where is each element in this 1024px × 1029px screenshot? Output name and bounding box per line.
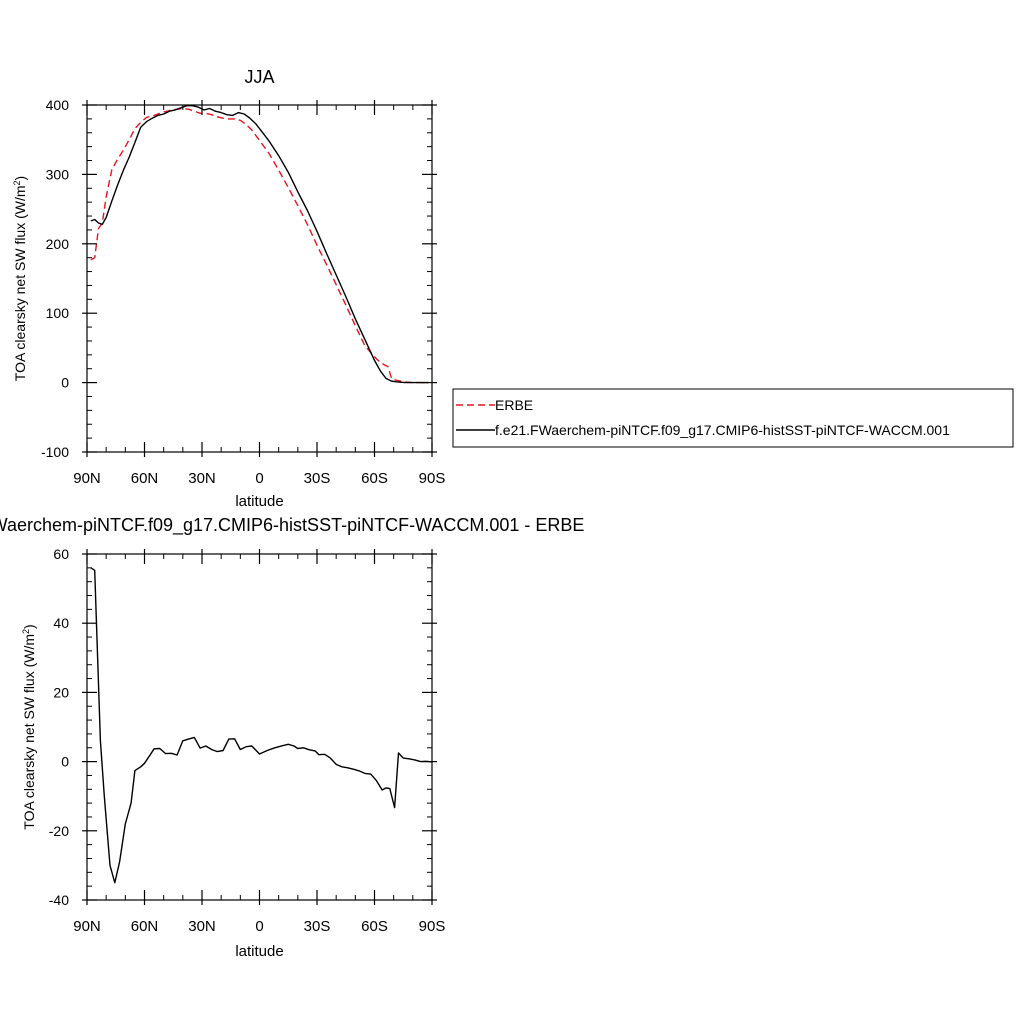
top-x-tick-label: 30N: [188, 470, 216, 487]
bottom-x-tick-labels: 90N 60N 30N 0 30S 60S 90S: [73, 918, 445, 935]
legend-label-erbe: ERBE: [495, 397, 533, 413]
top-y-tick-label: 200: [46, 236, 70, 252]
bottom-y-axis-label: TOA clearsky net SW flux (W/m2): [21, 624, 37, 829]
top-x-tick-label: 90S: [419, 470, 446, 487]
bottom-x-axis-label: latitude: [235, 943, 283, 960]
bottom-x-tick-label: 90N: [73, 918, 101, 935]
top-x-tick-labels: 90N 60N 30N 0 30S 60S 90S: [73, 470, 445, 487]
bottom-y-axis-label-superscript: 2: [21, 629, 31, 634]
top-x-tick-label: 60S: [361, 470, 388, 487]
bottom-x-tick-label: 60S: [361, 918, 388, 935]
bottom-y-tick-labels: -40 -20 0 20 40 60: [49, 546, 69, 908]
top-y-tick-labels: -100 0 100 200 300 400: [41, 97, 69, 460]
top-y-tick-label: 300: [46, 166, 70, 182]
top-y-axis-label: TOA clearsky net SW flux (W/m2): [12, 176, 28, 381]
bottom-series-group: [90, 567, 432, 884]
top-chart-title: JJA: [244, 67, 274, 87]
bottom-axis-ticks: [82, 549, 437, 905]
top-x-tick-label: 30S: [304, 470, 331, 487]
legend: ERBE f.e21.FWaerchem-piNTCF.f09_g17.CMIP…: [452, 388, 1014, 448]
top-y-tick-label: 100: [46, 305, 70, 321]
top-x-tick-label: 90N: [73, 470, 101, 487]
top-y-tick-label: -100: [41, 444, 69, 460]
bottom-panel: f.e21.FWaerchem-piNTCF.f09_g17.CMIP6-his…: [0, 515, 584, 960]
top-axis-ticks: [82, 100, 437, 457]
bottom-y-tick-label: -40: [49, 892, 69, 908]
bottom-x-tick-label: 0: [255, 918, 263, 935]
top-plot-frame: [86, 104, 433, 453]
bottom-x-tick-label: 60N: [131, 918, 159, 935]
top-series-line-erbe: [90, 107, 429, 384]
bottom-y-tick-label: -20: [49, 823, 69, 839]
top-x-tick-label: 0: [255, 470, 263, 487]
bottom-x-tick-label: 30N: [188, 918, 216, 935]
bottom-x-tick-label: 90S: [419, 918, 446, 935]
bottom-y-axis-label-text: TOA clearsky net SW flux (W/m: [21, 634, 37, 830]
top-series-group: [90, 105, 429, 384]
top-y-tick-label: 0: [61, 375, 69, 391]
top-x-axis-label: latitude: [235, 493, 283, 510]
bottom-series-line-difference: [90, 567, 432, 884]
bottom-y-tick-label: 20: [53, 684, 69, 700]
legend-box: [452, 388, 1014, 448]
top-series-line-model: [90, 105, 429, 384]
bottom-y-tick-label: 60: [53, 546, 69, 562]
top-y-tick-label: 400: [46, 97, 70, 113]
top-y-axis-label-superscript: 2: [12, 180, 22, 185]
top-x-tick-label: 60N: [131, 470, 159, 487]
bottom-chart-title: f.e21.FWaerchem-piNTCF.f09_g17.CMIP6-his…: [0, 515, 584, 536]
bottom-x-tick-label: 30S: [304, 918, 331, 935]
bottom-y-tick-label: 0: [61, 754, 69, 770]
bottom-y-axis-label-close: ): [21, 624, 37, 629]
top-y-axis-label-text: TOA clearsky net SW flux (W/m: [12, 185, 28, 381]
legend-label-model: f.e21.FWaerchem-piNTCF.f09_g17.CMIP6-his…: [495, 422, 950, 438]
bottom-plot-frame: [86, 553, 433, 901]
top-y-axis-label-close: ): [12, 176, 28, 181]
bottom-y-tick-label: 40: [53, 615, 69, 631]
